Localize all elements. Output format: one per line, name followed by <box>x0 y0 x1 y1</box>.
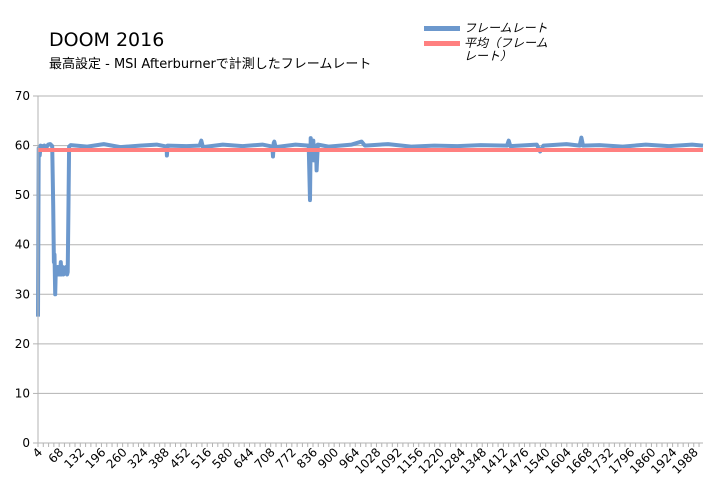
y-tick-label: 30 <box>15 287 30 301</box>
y-tick-label: 0 <box>22 436 30 450</box>
y-tick-label: 50 <box>15 188 30 202</box>
legend-swatch-framerate <box>424 26 460 31</box>
x-tick-label: 132 <box>61 445 87 471</box>
legend-swatch-average <box>424 41 460 46</box>
x-tick-label: 260 <box>104 445 130 471</box>
y-tick-label: 20 <box>15 337 30 351</box>
grid-lines <box>38 95 703 394</box>
x-tick-label: 900 <box>315 445 341 471</box>
x-tick-label: 452 <box>167 445 193 471</box>
legend-item-average: 平均（フレームレート） <box>424 37 574 63</box>
y-tick-label: 70 <box>15 89 30 103</box>
y-tick-label: 40 <box>15 238 30 252</box>
series-line-framerate <box>36 135 704 317</box>
legend: フレームレート 平均（フレームレート） <box>424 22 574 63</box>
y-axis-ticks: 0 10 20 30 40 50 60 70 <box>15 89 38 450</box>
x-tick-label: 388 <box>146 445 172 471</box>
x-tick-label: 580 <box>209 445 235 471</box>
legend-label-average: 平均（フレームレート） <box>464 36 548 63</box>
x-tick-label: 836 <box>294 445 320 471</box>
x-tick-label: 4 <box>30 445 45 460</box>
series-layer <box>36 135 704 317</box>
legend-item-framerate: フレームレート <box>424 22 574 35</box>
y-tick-label: 60 <box>15 139 30 153</box>
x-tick-label: 196 <box>82 445 108 471</box>
x-tick-label: 324 <box>125 445 151 471</box>
x-tick-label: 516 <box>188 445 214 471</box>
x-axis-ticks: 4 681321962603243884525165806447087728369… <box>30 443 701 477</box>
y-tick-label: 10 <box>15 386 30 400</box>
legend-label-framerate: フレームレート <box>464 21 548 35</box>
x-tick-label: 708 <box>252 445 278 471</box>
x-tick-label: 644 <box>231 445 257 471</box>
chart-subtitle: 最高設定 - MSI Afterburnerで計測したフレームレート <box>49 57 372 72</box>
x-tick-label: 772 <box>273 445 299 471</box>
chart-title: DOOM 2016 <box>49 29 165 51</box>
